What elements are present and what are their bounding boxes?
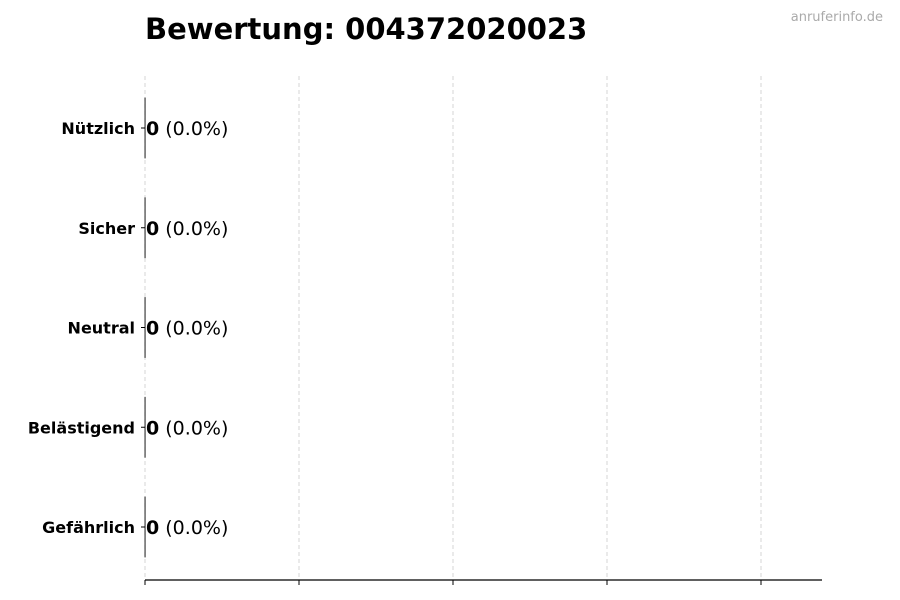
data-label: 0 (0.0%): [146, 517, 228, 539]
data-label-percent: (0.0%): [159, 118, 228, 140]
data-label-count: 0: [146, 417, 159, 439]
data-label-percent: (0.0%): [159, 218, 228, 240]
chart-title: Bewertung: 004372020023: [145, 12, 588, 46]
category-label: Sicher: [78, 219, 135, 238]
data-label-percent: (0.0%): [159, 517, 228, 539]
data-label-percent: (0.0%): [159, 318, 228, 340]
category-label: Nützlich: [61, 119, 135, 138]
category-label: Gefährlich: [42, 518, 135, 537]
data-label-count: 0: [146, 318, 159, 340]
data-label: 0 (0.0%): [146, 218, 228, 240]
data-label-count: 0: [146, 517, 159, 539]
data-label-count: 0: [146, 218, 159, 240]
category-label: Neutral: [68, 319, 135, 338]
data-label-percent: (0.0%): [159, 417, 228, 439]
data-label: 0 (0.0%): [146, 417, 228, 439]
data-label: 0 (0.0%): [146, 318, 228, 340]
category-label: Belästigend: [28, 418, 135, 437]
data-label: 0 (0.0%): [146, 118, 228, 140]
watermark: anruferinfo.de: [790, 10, 883, 25]
data-label-count: 0: [146, 118, 159, 140]
